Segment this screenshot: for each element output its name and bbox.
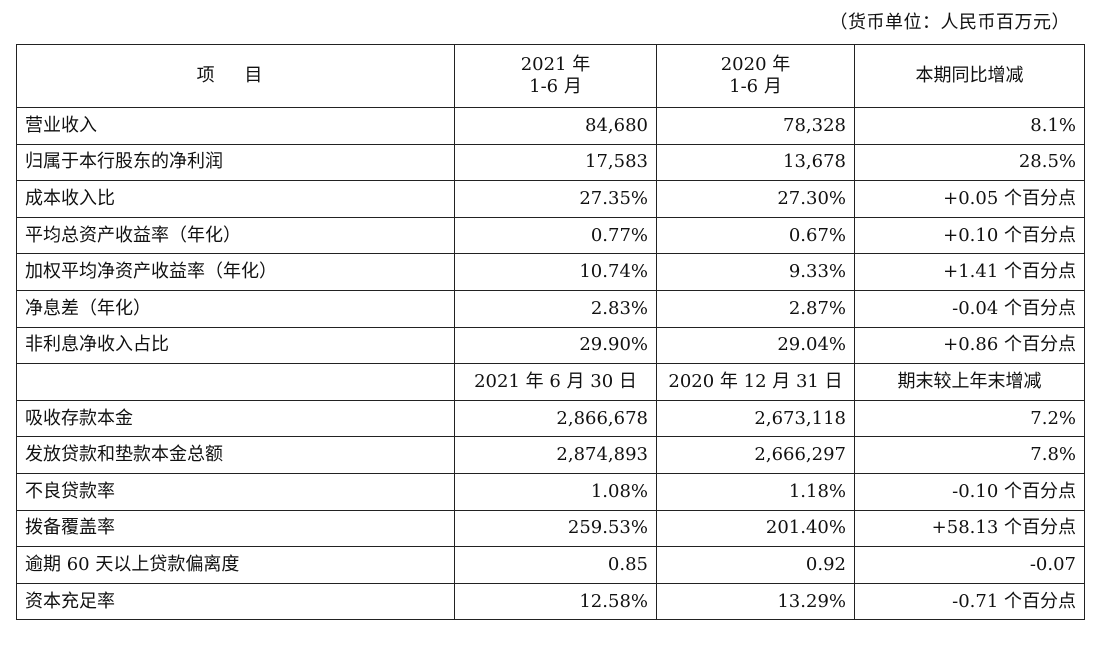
value-2020: 13,678	[656, 143, 855, 182]
subheader-2021-date: 2021 年 6 月 30 日	[454, 363, 657, 401]
value-change: +0.05 个百分点	[854, 180, 1085, 218]
header-2020-period: 1-6 月	[729, 76, 782, 97]
value-change: +0.86 个百分点	[854, 326, 1085, 365]
table-row: 吸收存款本金 2,866,678 2,673,118 7.2%	[16, 399, 1085, 438]
value-2021: 17,583	[454, 143, 657, 182]
header-2020-h1: 2020 年 1-6 月	[656, 44, 855, 108]
section-balance-metrics: 吸收存款本金 2,866,678 2,673,118 7.2% 发放贷款和垫款本金总额 2…	[16, 399, 1085, 621]
value-2020: 13.29%	[656, 582, 855, 621]
value-change: 7.2%	[854, 399, 1085, 438]
header-item: 项 目	[16, 44, 455, 108]
table-row: 资本充足率 12.58% 13.29% -0.71 个百分点	[16, 582, 1085, 621]
value-2021: 0.85	[454, 546, 657, 584]
header-2021-h1: 2021 年 1-6 月	[454, 44, 657, 108]
value-2021: 1.08%	[454, 472, 657, 511]
value-2020: 0.92	[656, 546, 855, 584]
value-2021: 84,680	[454, 107, 657, 145]
value-change: -0.04 个百分点	[854, 289, 1085, 328]
table-row: 逾期 60 天以上贷款偏离度 0.85 0.92 -0.07	[16, 546, 1085, 584]
value-change: -0.10 个百分点	[854, 472, 1085, 511]
table-row: 归属于本行股东的净利润 17,583 13,678 28.5%	[16, 143, 1085, 182]
value-2021: 27.35%	[454, 180, 657, 218]
value-change: +1.41 个百分点	[854, 253, 1085, 291]
value-2020: 9.33%	[656, 253, 855, 291]
value-2020: 201.40%	[656, 509, 855, 548]
value-change: +0.10 个百分点	[854, 216, 1085, 255]
value-change: 8.1%	[854, 107, 1085, 145]
subheader-change: 期末较上年末增减	[854, 363, 1085, 401]
value-2021: 259.53%	[454, 509, 657, 548]
value-2020: 0.67%	[656, 216, 855, 255]
table-row: 平均总资产收益率（年化） 0.77% 0.67% +0.10 个百分点	[16, 216, 1085, 255]
value-2021: 29.90%	[454, 326, 657, 365]
value-2020: 27.30%	[656, 180, 855, 218]
row-label: 营业收入	[16, 107, 455, 145]
value-2021: 0.77%	[454, 216, 657, 255]
value-2020: 1.18%	[656, 472, 855, 511]
value-2021: 2.83%	[454, 289, 657, 328]
value-2021: 12.58%	[454, 582, 657, 621]
table-row: 发放贷款和垫款本金总额 2,874,893 2,666,297 7.8%	[16, 436, 1085, 474]
value-2021: 2,874,893	[454, 436, 657, 474]
row-label: 不良贷款率	[16, 472, 455, 511]
table-row: 净息差（年化） 2.83% 2.87% -0.04 个百分点	[16, 289, 1085, 328]
row-label: 归属于本行股东的净利润	[16, 143, 455, 182]
table-row: 非利息净收入占比 29.90% 29.04% +0.86 个百分点	[16, 326, 1085, 365]
header-2021-period: 1-6 月	[529, 76, 582, 97]
value-2020: 78,328	[656, 107, 855, 145]
row-label: 成本收入比	[16, 180, 455, 218]
subheader-2020-date: 2020 年 12 月 31 日	[656, 363, 855, 401]
row-label: 逾期 60 天以上贷款偏离度	[16, 546, 455, 584]
financial-indicators-table: 项 目 2021 年 1-6 月 2020 年 1-6 月 本期同比增减 营业收…	[16, 44, 1085, 621]
section-income-metrics: 营业收入 84,680 78,328 8.1% 归属于本行股东的净利润 17,583 13,…	[16, 107, 1085, 365]
value-2021: 2,866,678	[454, 399, 657, 438]
row-label: 拨备覆盖率	[16, 509, 455, 548]
value-change: 28.5%	[854, 143, 1085, 182]
currency-unit-note: （货币单位：人民币百万元）	[829, 12, 1070, 33]
row-label: 净息差（年化）	[16, 289, 455, 328]
header-2020-year: 2020 年	[720, 54, 791, 75]
header-yoy-change: 本期同比增减	[854, 44, 1085, 108]
table-row: 加权平均净资产收益率（年化） 10.74% 9.33% +1.41 个百分点	[16, 253, 1085, 291]
value-2020: 29.04%	[656, 326, 855, 365]
value-change: +58.13 个百分点	[854, 509, 1085, 548]
table-row: 营业收入 84,680 78,328 8.1%	[16, 107, 1085, 145]
row-label: 发放贷款和垫款本金总额	[16, 436, 455, 474]
value-change: -0.71 个百分点	[854, 582, 1085, 621]
row-label: 平均总资产收益率（年化）	[16, 216, 455, 255]
subheader-row: 2021 年 6 月 30 日 2020 年 12 月 31 日 期末较上年末增…	[16, 363, 1085, 401]
value-change: -0.07	[854, 546, 1085, 584]
value-2020: 2,673,118	[656, 399, 855, 438]
value-2020: 2,666,297	[656, 436, 855, 474]
row-label: 资本充足率	[16, 582, 455, 621]
table-row: 拨备覆盖率 259.53% 201.40% +58.13 个百分点	[16, 509, 1085, 548]
section-subheader: 2021 年 6 月 30 日 2020 年 12 月 31 日 期末较上年末增…	[16, 363, 1085, 401]
value-change: 7.8%	[854, 436, 1085, 474]
row-label: 吸收存款本金	[16, 399, 455, 438]
table-row: 成本收入比 27.35% 27.30% +0.05 个百分点	[16, 180, 1085, 218]
table-row: 不良贷款率 1.08% 1.18% -0.10 个百分点	[16, 472, 1085, 511]
subheader-item	[16, 363, 455, 401]
row-label: 非利息净收入占比	[16, 326, 455, 365]
value-2020: 2.87%	[656, 289, 855, 328]
table-header-row: 项 目 2021 年 1-6 月 2020 年 1-6 月 本期同比增减	[16, 44, 1085, 108]
value-2021: 10.74%	[454, 253, 657, 291]
header-2021-year: 2021 年	[520, 54, 591, 75]
row-label: 加权平均净资产收益率（年化）	[16, 253, 455, 291]
